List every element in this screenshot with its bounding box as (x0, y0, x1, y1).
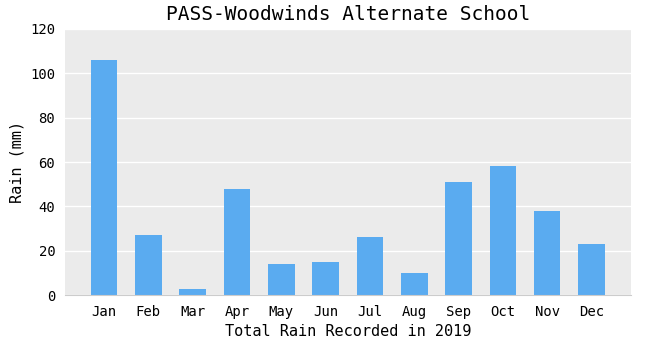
Bar (312, 262, 339, 295)
X-axis label: Total Rain Recorded in 2019: Total Rain Recorded in 2019 (224, 324, 471, 339)
Y-axis label: Rain (mm): Rain (mm) (10, 121, 25, 203)
Bar (445, 182, 472, 295)
Bar (224, 189, 250, 295)
Bar (489, 166, 516, 295)
Title: PASS-Woodwinds Alternate School: PASS-Woodwinds Alternate School (166, 5, 530, 24)
Bar (578, 244, 604, 295)
Bar (534, 211, 560, 295)
Bar (357, 238, 384, 295)
Bar (268, 264, 294, 295)
Bar (179, 289, 206, 295)
Bar (91, 60, 117, 295)
Bar (135, 235, 162, 295)
Bar (401, 273, 428, 295)
